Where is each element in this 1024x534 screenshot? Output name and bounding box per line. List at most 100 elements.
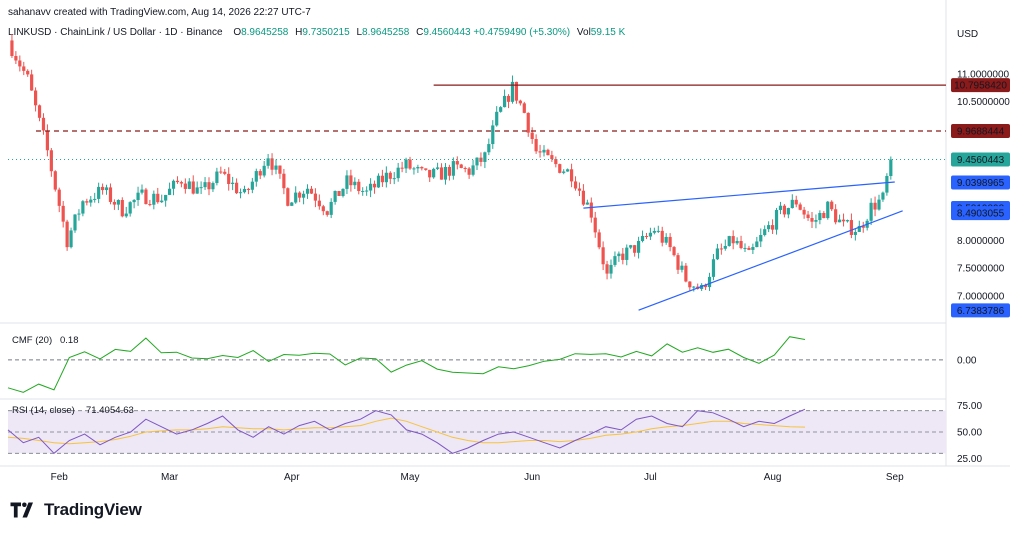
candle-body[interactable] xyxy=(786,208,790,215)
candle-body[interactable] xyxy=(585,202,589,205)
candle-body[interactable] xyxy=(341,188,345,196)
upper-trendline[interactable] xyxy=(583,181,895,209)
candle-body[interactable] xyxy=(451,161,455,176)
candle-body[interactable] xyxy=(179,182,184,184)
candle-body[interactable] xyxy=(502,95,507,108)
candle-body[interactable] xyxy=(231,182,235,185)
candle-body[interactable] xyxy=(499,107,503,112)
candle-body[interactable] xyxy=(873,202,877,210)
candle-body[interactable] xyxy=(834,209,838,223)
rsi-line[interactable] xyxy=(7,408,806,454)
candle-body[interactable] xyxy=(294,192,298,203)
candle-body[interactable] xyxy=(510,81,515,102)
candle-body[interactable] xyxy=(69,230,73,248)
candle-body[interactable] xyxy=(826,201,830,219)
candle-body[interactable] xyxy=(530,132,534,140)
candle-body[interactable] xyxy=(171,180,176,189)
candle-body[interactable] xyxy=(660,230,664,243)
candle-body[interactable] xyxy=(455,161,459,165)
candle-body[interactable] xyxy=(65,221,69,248)
candle-body[interactable] xyxy=(790,199,794,209)
candle-body[interactable] xyxy=(329,201,333,215)
candle-body[interactable] xyxy=(633,245,637,253)
candle-body[interactable] xyxy=(782,205,787,215)
candle-body[interactable] xyxy=(353,181,357,186)
candle-body[interactable] xyxy=(463,167,467,169)
candle-body[interactable] xyxy=(33,90,38,106)
candle-body[interactable] xyxy=(514,81,519,101)
candle-body[interactable] xyxy=(845,220,850,222)
candle-body[interactable] xyxy=(191,181,195,194)
candle-body[interactable] xyxy=(337,190,341,196)
candle-body[interactable] xyxy=(167,188,172,195)
candle-body[interactable] xyxy=(120,200,124,217)
candle-body[interactable] xyxy=(215,171,219,184)
candle-body[interactable] xyxy=(132,199,136,203)
candle-body[interactable] xyxy=(18,60,22,67)
candle-body[interactable] xyxy=(365,190,369,192)
candle-body[interactable] xyxy=(644,235,649,237)
candle-body[interactable] xyxy=(77,213,81,215)
candle-body[interactable] xyxy=(841,219,846,222)
candle-body[interactable] xyxy=(703,284,708,288)
candle-body[interactable] xyxy=(719,248,723,250)
candle-body[interactable] xyxy=(707,276,712,288)
candle-body[interactable] xyxy=(636,240,641,253)
candle-body[interactable] xyxy=(380,175,385,183)
candle-body[interactable] xyxy=(739,240,743,249)
candle-body[interactable] xyxy=(605,264,609,274)
candle-body[interactable] xyxy=(278,165,282,174)
candle-body[interactable] xyxy=(203,182,207,188)
candle-body[interactable] xyxy=(152,193,156,205)
candle-body[interactable] xyxy=(93,198,97,200)
candle-body[interactable] xyxy=(183,183,187,189)
candle-body[interactable] xyxy=(625,247,629,260)
candle-body[interactable] xyxy=(558,164,562,173)
candle-body[interactable] xyxy=(601,247,605,265)
candle-body[interactable] xyxy=(321,206,325,212)
candle-body[interactable] xyxy=(258,171,262,176)
candle-body[interactable] xyxy=(333,190,337,202)
candle-body[interactable] xyxy=(656,230,660,232)
candle-body[interactable] xyxy=(471,165,475,175)
candle-body[interactable] xyxy=(223,171,227,174)
candle-body[interactable] xyxy=(759,234,763,242)
candle-body[interactable] xyxy=(688,281,692,288)
candle-body[interactable] xyxy=(73,214,77,231)
candle-body[interactable] xyxy=(187,181,191,189)
candle-body[interactable] xyxy=(814,220,818,222)
candle-body[interactable] xyxy=(877,199,881,210)
candle-body[interactable] xyxy=(723,245,727,249)
candle-body[interactable] xyxy=(227,173,231,185)
candle-body[interactable] xyxy=(774,209,779,230)
candle-body[interactable] xyxy=(262,165,266,176)
candle-body[interactable] xyxy=(10,40,14,56)
candle-body[interactable] xyxy=(195,187,199,194)
candle-body[interactable] xyxy=(562,171,566,173)
candle-body[interactable] xyxy=(648,232,653,237)
candle-body[interactable] xyxy=(534,139,538,152)
candle-body[interactable] xyxy=(357,181,361,192)
candle-body[interactable] xyxy=(282,173,286,189)
candle-body[interactable] xyxy=(22,66,26,71)
candle-body[interactable] xyxy=(412,168,416,170)
candle-body[interactable] xyxy=(798,204,802,210)
candle-body[interactable] xyxy=(392,178,396,180)
candle-body[interactable] xyxy=(491,125,495,145)
candle-body[interactable] xyxy=(597,232,601,248)
candle-body[interactable] xyxy=(447,166,452,176)
candle-body[interactable] xyxy=(569,169,574,182)
candle-body[interactable] xyxy=(546,149,550,156)
candle-body[interactable] xyxy=(692,286,696,288)
candle-body[interactable] xyxy=(219,171,223,173)
candle-body[interactable] xyxy=(767,225,771,230)
candle-body[interactable] xyxy=(640,235,645,241)
candle-body[interactable] xyxy=(199,187,203,189)
candle-body[interactable] xyxy=(254,171,258,182)
candle-body[interactable] xyxy=(420,167,424,169)
candle-body[interactable] xyxy=(207,182,211,190)
candle-body[interactable] xyxy=(554,159,558,165)
candle-body[interactable] xyxy=(274,165,278,170)
candle-body[interactable] xyxy=(573,181,578,189)
candle-body[interactable] xyxy=(400,167,404,169)
